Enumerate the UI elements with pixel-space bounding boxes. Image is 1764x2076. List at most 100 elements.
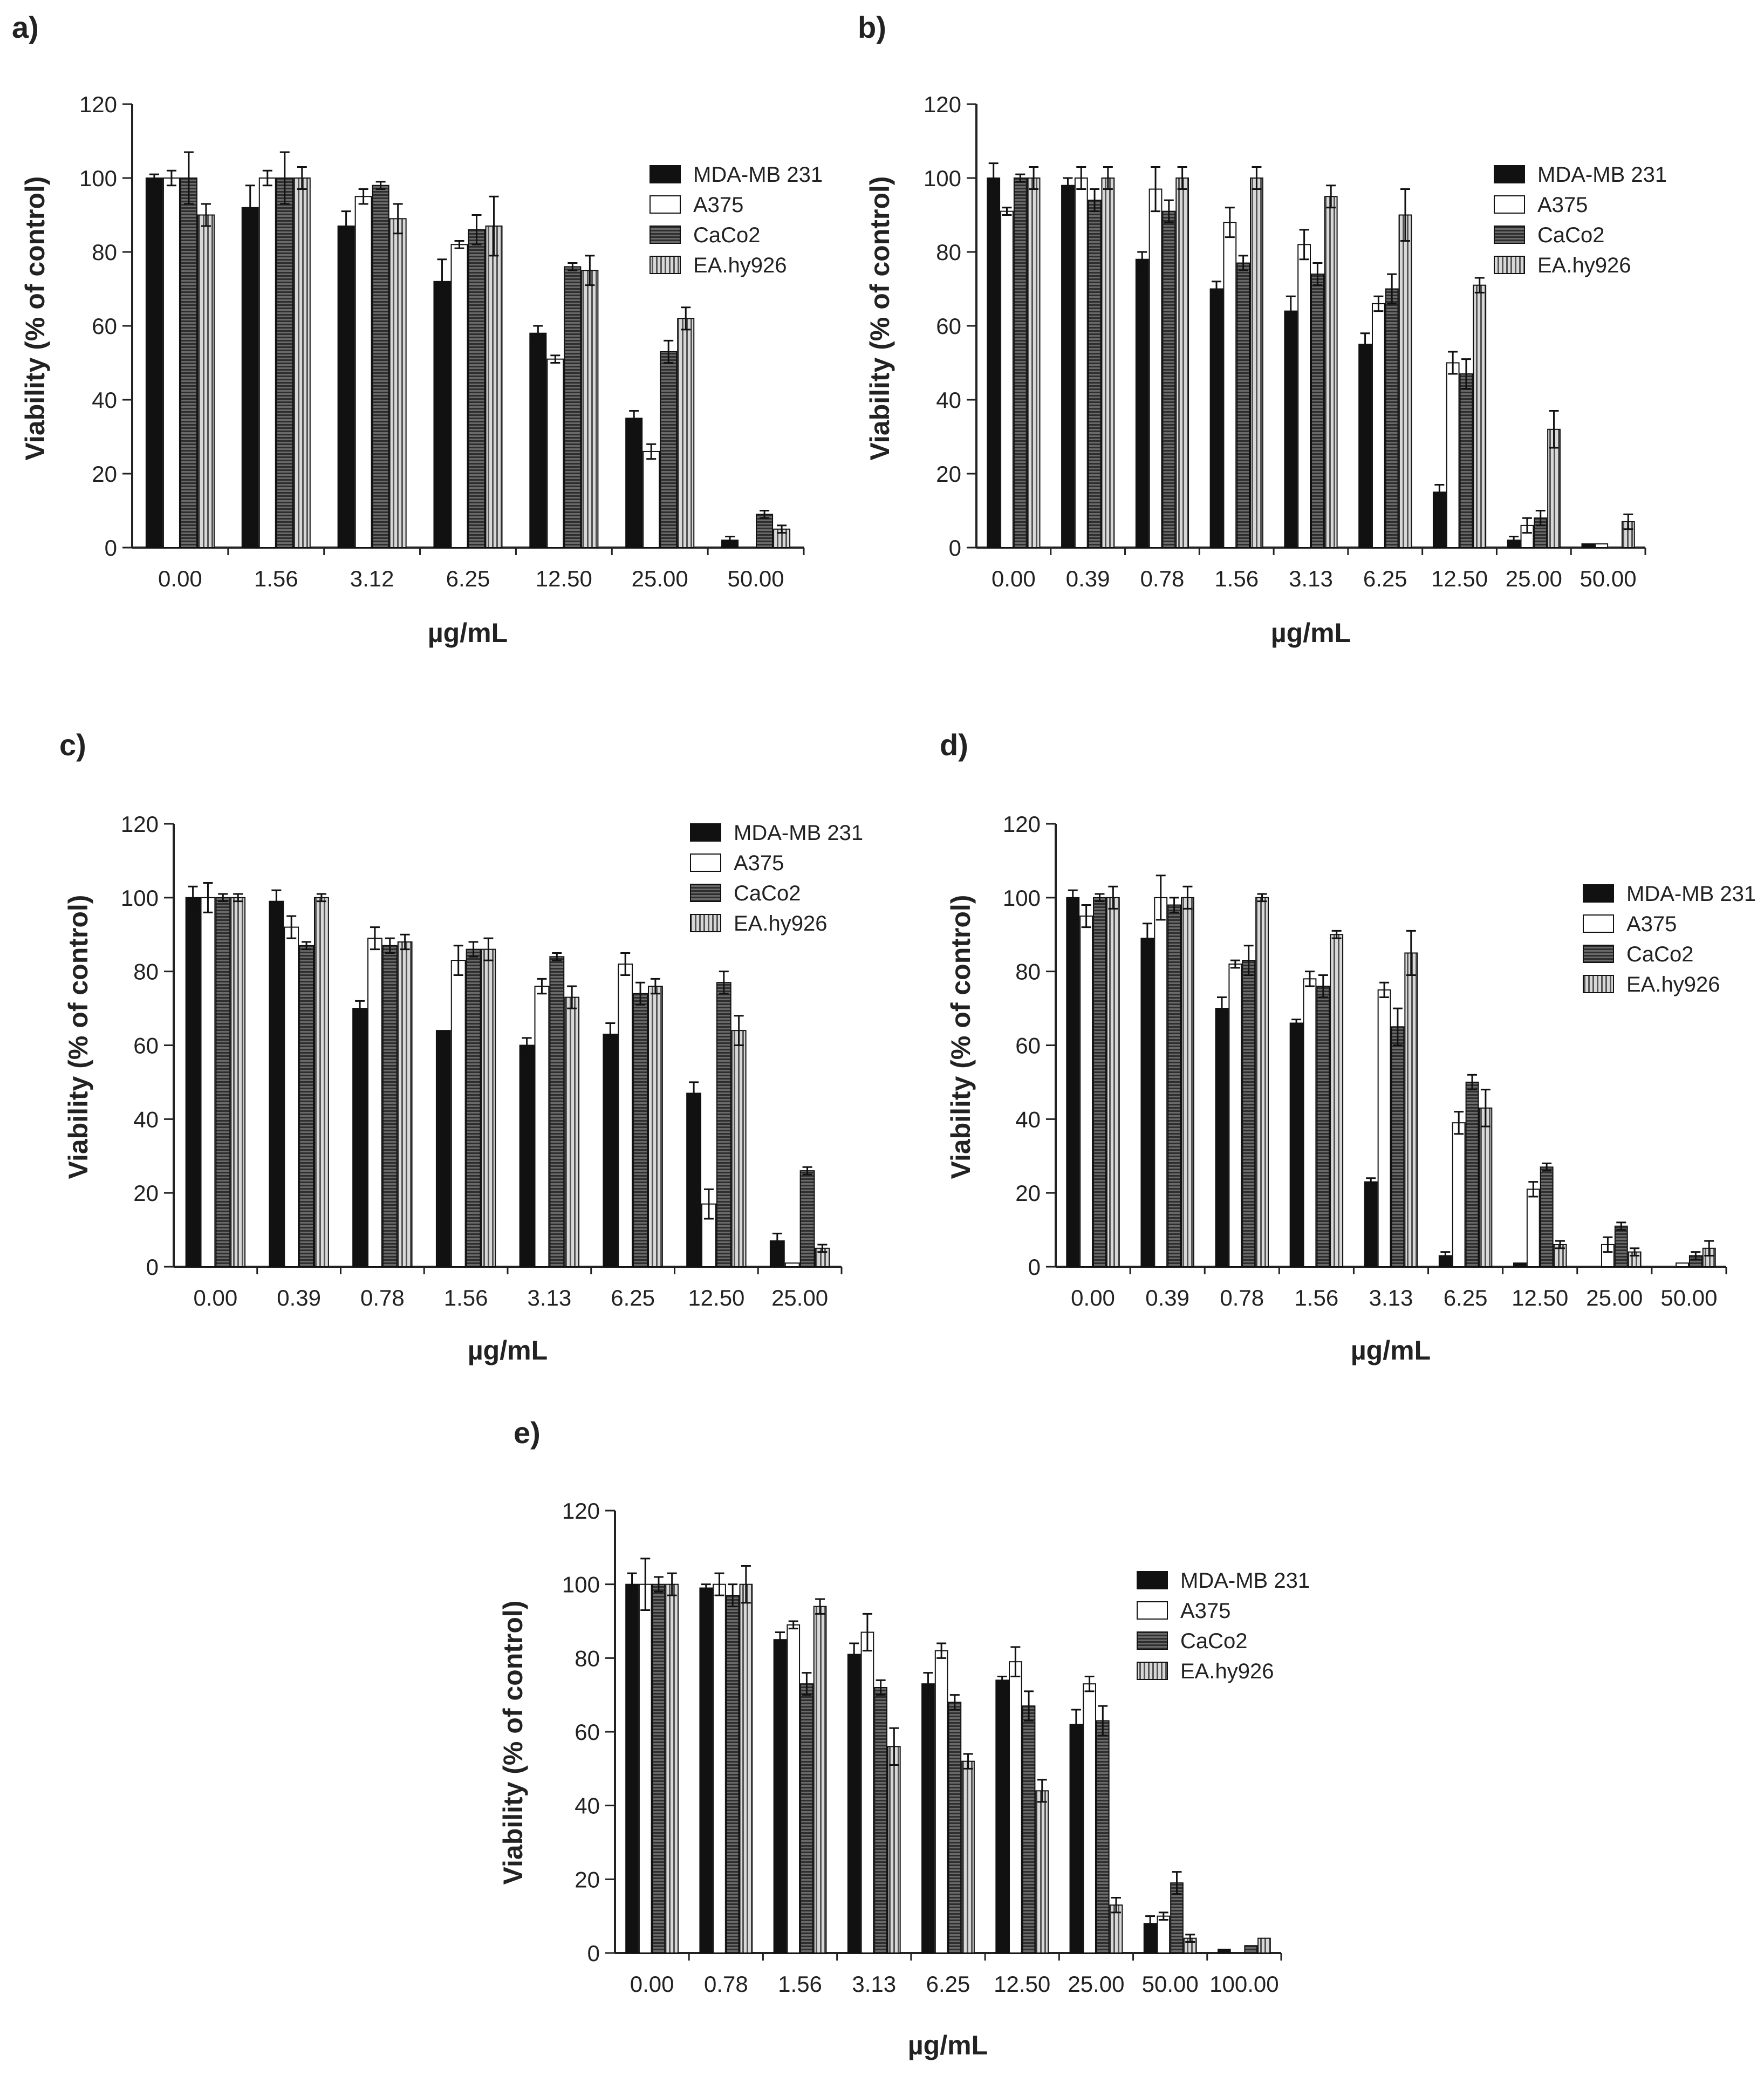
y-tick-label: 80 xyxy=(575,1645,600,1671)
bar-a375-1-56 xyxy=(1303,978,1317,1267)
y-axis-title: Viability (% of control) xyxy=(20,176,50,461)
legend-swatch-a375 xyxy=(1137,1601,1168,1620)
bar-mda-mb-231-3-13 xyxy=(519,1044,535,1267)
bar-caco2-12-50 xyxy=(1540,1166,1554,1267)
error-bar-caco2-6-25 xyxy=(1467,1074,1478,1091)
error-bar-ea-hy926-0-78 xyxy=(741,1565,751,1604)
error-bar-ea-hy926-0-00 xyxy=(1029,166,1039,190)
error-bar-a375-1-56 xyxy=(788,1620,798,1630)
legend-label-ea-hy926: EA.hy926 xyxy=(734,912,827,935)
legend-swatch-a375 xyxy=(649,195,681,214)
y-tick-label: 0 xyxy=(587,1941,600,1966)
error-bar-caco2-3-13 xyxy=(1312,262,1323,286)
bar-ea-hy926-6-25 xyxy=(1398,214,1412,548)
error-bar-ea-hy926-3-13 xyxy=(1406,930,1416,976)
bar-ea-hy926-0-78 xyxy=(1255,897,1269,1268)
legend-label-mda-mb-231: MDA-MB 231 xyxy=(693,163,823,187)
bar-a375-0-39 xyxy=(284,926,299,1267)
error-bar-caco2-25-00 xyxy=(1616,1221,1626,1231)
legend-label-ea-hy926: EA.hy926 xyxy=(693,254,787,277)
error-bar-a375-3-13 xyxy=(537,978,547,995)
error-bar-caco2-3-13 xyxy=(552,952,562,961)
legend: MDA-MB 231 A375 CaCo2 EA.hy926 xyxy=(1137,1569,1310,1683)
panel-label: e) xyxy=(514,1416,541,1450)
error-bar-a375-25-00 xyxy=(1603,1236,1613,1253)
error-bar-ea-hy926-25-00 xyxy=(1549,410,1559,449)
error-bar-a375-12-50 xyxy=(703,1188,714,1220)
legend-swatch-a375 xyxy=(1494,195,1525,214)
bar-mda-mb-231-0-00 xyxy=(1066,897,1080,1268)
bar-mda-mb-231-1-56 xyxy=(435,1030,451,1267)
x-tick-label: 50.00 xyxy=(728,566,784,591)
bar-mda-mb-231-6-25 xyxy=(1358,344,1372,548)
bar-caco2-0-78 xyxy=(1162,210,1176,548)
x-tick-label: 25.00 xyxy=(771,1285,828,1310)
plot-area: 0 20 40 60 80 100 120 0.00 1.56 3.12 6.25 12.50 25.0… xyxy=(79,92,805,591)
y-tick-label: 40 xyxy=(936,387,961,413)
error-bar-mda-mb-231-6-25 xyxy=(605,1022,616,1046)
bar-mda-mb-231-3-13 xyxy=(847,1654,861,1954)
error-bar-a375-6-25 xyxy=(620,952,631,976)
bar-a375-50-00 xyxy=(1676,1262,1689,1268)
legend: MDA-MB 231 A375 CaCo2 EA.hy926 xyxy=(649,163,823,277)
x-tick-label: 0.00 xyxy=(992,566,1036,591)
error-bar-mda-mb-231-12-50 xyxy=(997,1676,1007,1685)
x-tick-label: 50.00 xyxy=(1660,1285,1717,1310)
error-bar-caco2-0-78 xyxy=(1243,945,1254,976)
error-bar-ea-hy926-50-00 xyxy=(777,524,787,534)
panel-b: b) Viability (% of control) µg/mL 0 20 40 6… xyxy=(858,10,1667,648)
bar-mda-mb-231-12-50 xyxy=(1513,1262,1527,1268)
error-bar-mda-mb-231-1-56 xyxy=(775,1631,785,1648)
error-bar-a375-0-00 xyxy=(166,169,176,187)
bar-ea-hy926-0-39 xyxy=(1101,177,1115,548)
y-tick-label: 60 xyxy=(575,1719,600,1745)
legend-label-mda-mb-231: MDA-MB 231 xyxy=(1626,882,1756,906)
error-bar-caco2-0-00 xyxy=(183,151,194,205)
y-tick-label: 20 xyxy=(1015,1180,1041,1206)
x-tick-label: 25.00 xyxy=(1506,566,1562,591)
bar-a375-0-00 xyxy=(1000,210,1014,548)
error-bar-a375-0-00 xyxy=(1081,904,1091,928)
error-bar-a375-0-39 xyxy=(1076,166,1086,190)
error-bar-caco2-0-78 xyxy=(728,1583,738,1608)
legend-label-ea-hy926: EA.hy926 xyxy=(1626,973,1720,996)
bar-a375-0-78 xyxy=(1148,188,1163,548)
x-tick-label: 0.78 xyxy=(1140,566,1185,591)
panel-label: d) xyxy=(940,728,968,762)
bar-mda-mb-231-25-00 xyxy=(625,418,643,548)
error-bar-mda-mb-231-6-25 xyxy=(1440,1251,1451,1260)
error-bar-a375-0-78 xyxy=(370,926,380,951)
x-tick-label: 3.13 xyxy=(528,1285,572,1310)
error-bar-ea-hy926-25-00 xyxy=(681,306,691,331)
error-bar-ea-hy926-3-12 xyxy=(393,203,403,235)
legend-label-ea-hy926: EA.hy926 xyxy=(1537,254,1631,277)
y-tick-label: 100 xyxy=(79,166,117,191)
legend-swatch-ea-hy926 xyxy=(1583,975,1614,993)
bar-a375-1-56 xyxy=(787,1624,801,1954)
error-bar-ea-hy926-1-56 xyxy=(815,1598,825,1615)
bar-caco2-12-50 xyxy=(716,982,731,1267)
error-bar-ea-hy926-1-56 xyxy=(1331,930,1342,939)
error-bar-a375-12-50 xyxy=(1010,1646,1021,1677)
x-tick-label: 0.00 xyxy=(630,1971,674,1997)
bar-mda-mb-231-12-50 xyxy=(995,1679,1009,1954)
x-axis-title: µg/mL xyxy=(1271,618,1351,648)
panel-label: a) xyxy=(12,10,39,44)
bar-ea-hy926-12-50 xyxy=(1473,284,1487,549)
bar-mda-mb-231-3-13 xyxy=(1364,1181,1378,1267)
error-bar-caco2-50-00 xyxy=(760,510,770,519)
y-tick-label: 80 xyxy=(133,959,159,985)
bar-a375-0-00 xyxy=(162,177,180,548)
error-bar-mda-mb-231-3-13 xyxy=(1366,1177,1376,1186)
error-bar-ea-hy926-50-00 xyxy=(1185,1934,1195,1943)
bar-mda-mb-231-0-39 xyxy=(1140,938,1154,1267)
y-axis-title: Viability (% of control) xyxy=(865,176,895,461)
error-bar-a375-0-78 xyxy=(1230,959,1240,969)
error-bar-a375-3-13 xyxy=(1379,981,1390,999)
x-tick-label: 1.56 xyxy=(778,1971,822,1997)
bar-caco2-0-00 xyxy=(652,1583,666,1954)
bar-a375-6-25 xyxy=(1371,303,1385,549)
error-bar-mda-mb-231-0-00 xyxy=(627,1572,637,1596)
legend-label-mda-mb-231: MDA-MB 231 xyxy=(1537,163,1667,187)
error-bar-ea-hy926-12-50 xyxy=(1474,277,1485,293)
